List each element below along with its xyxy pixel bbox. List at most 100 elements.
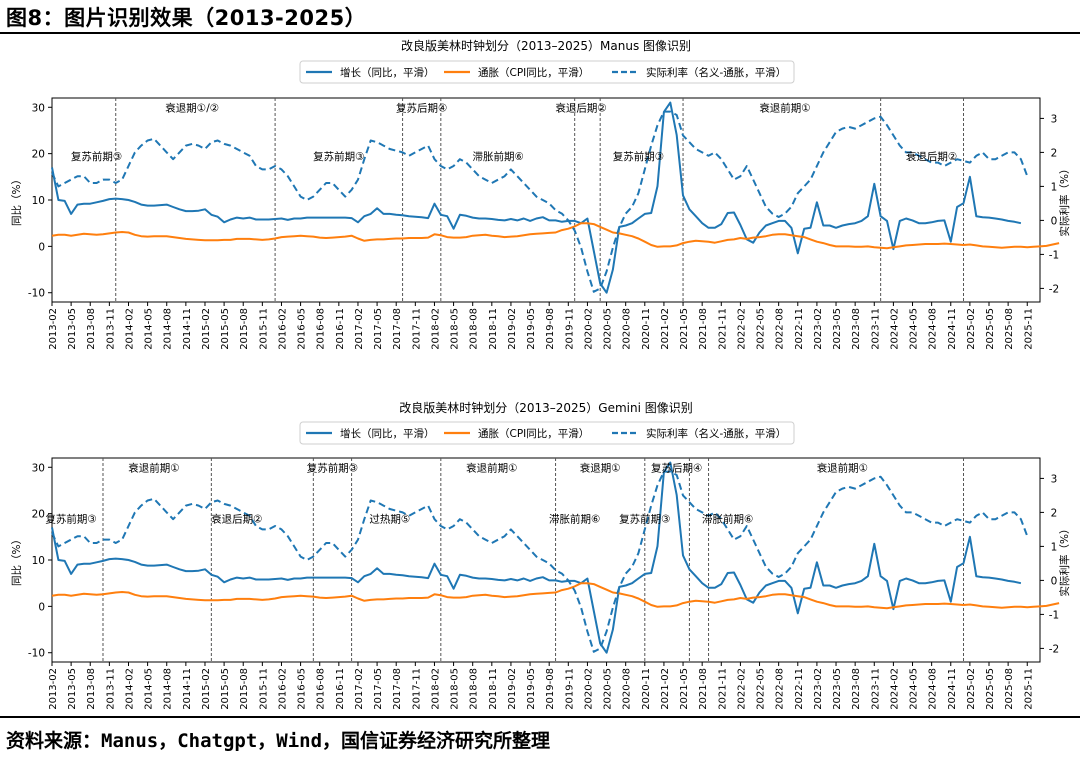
legend-label: 增长（同比，平滑） bbox=[340, 427, 435, 440]
x-tick-label: 2017-11 bbox=[411, 308, 422, 350]
x-tick-label: 2022-08 bbox=[775, 668, 786, 710]
x-tick-label: 2024-02 bbox=[889, 668, 900, 710]
phase-label: 过热期⑤ bbox=[369, 512, 410, 525]
x-tick-label: 2021-02 bbox=[660, 668, 671, 710]
x-tick-label: 2020-02 bbox=[583, 308, 594, 350]
chart-gemini: 改良版美林时钟划分（2013–2025）Gemini 图像识别增长（同比，平滑）… bbox=[10, 400, 1071, 710]
x-tick-label: 2023-08 bbox=[851, 308, 862, 350]
legend-label: 实际利率（名义-通胀，平滑） bbox=[646, 66, 786, 79]
x-tick-label: 2023-05 bbox=[832, 308, 843, 350]
x-tick-label: 2015-05 bbox=[220, 668, 231, 710]
x-tick-label: 2024-11 bbox=[947, 668, 958, 710]
y2-tick-label: 0 bbox=[1051, 215, 1058, 227]
x-tick-label: 2019-11 bbox=[564, 308, 575, 350]
x-tick-label: 2013-11 bbox=[105, 668, 116, 710]
legend-label: 通胀（CPI同比，平滑） bbox=[478, 66, 589, 79]
x-tick-label: 2017-11 bbox=[411, 668, 422, 710]
x-tick-label: 2022-08 bbox=[775, 308, 786, 350]
plot-frame bbox=[51, 457, 1041, 663]
y2-tick-label: -2 bbox=[1049, 643, 1059, 655]
y-tick-label: -10 bbox=[28, 648, 45, 660]
x-tick-label: 2013-02 bbox=[48, 668, 59, 710]
x-tick-label: 2024-05 bbox=[909, 308, 920, 350]
legend-label: 增长（同比，平滑） bbox=[340, 66, 435, 79]
y2-axis-label: 实际利率（%） bbox=[1058, 164, 1071, 237]
x-tick-label: 2015-08 bbox=[239, 668, 250, 710]
x-tick-label: 2021-11 bbox=[717, 668, 728, 710]
y2-tick-label: 3 bbox=[1051, 113, 1058, 125]
x-tick-label: 2018-11 bbox=[488, 668, 499, 710]
x-tick-label: 2022-05 bbox=[756, 308, 767, 350]
y2-tick-label: -1 bbox=[1049, 609, 1059, 621]
x-tick-label: 2024-08 bbox=[928, 668, 939, 710]
x-tick-label: 2013-08 bbox=[86, 308, 97, 350]
x-tick-label: 2014-05 bbox=[144, 668, 155, 710]
phase-label: 复苏前期③ bbox=[619, 512, 670, 525]
x-tick-label: 2016-05 bbox=[297, 308, 308, 350]
y2-tick-label: 2 bbox=[1051, 507, 1058, 519]
phase-label: 衰退后期② bbox=[906, 150, 957, 163]
x-tick-label: 2017-08 bbox=[392, 668, 403, 710]
phase-label: 滞胀前期⑥ bbox=[549, 512, 600, 525]
x-tick-label: 2024-08 bbox=[928, 308, 939, 350]
phase-label: 复苏后期④ bbox=[396, 101, 447, 114]
x-tick-label: 2023-11 bbox=[870, 308, 881, 350]
phase-label: 衰退后期② bbox=[555, 101, 606, 114]
y-tick-label: 10 bbox=[32, 555, 45, 567]
x-tick-label: 2015-11 bbox=[258, 308, 269, 350]
x-tick-label: 2022-11 bbox=[794, 668, 805, 710]
x-tick-label: 2018-11 bbox=[488, 308, 499, 350]
x-tick-label: 2017-02 bbox=[354, 308, 365, 350]
x-tick-label: 2024-05 bbox=[909, 668, 920, 710]
x-tick-label: 2023-02 bbox=[813, 308, 824, 350]
x-tick-label: 2024-02 bbox=[889, 308, 900, 350]
x-tick-label: 2022-02 bbox=[736, 308, 747, 350]
x-tick-label: 2021-11 bbox=[717, 308, 728, 350]
y-tick-label: 10 bbox=[32, 195, 45, 207]
x-tick-label: 2014-02 bbox=[124, 308, 135, 350]
x-tick-label: 2014-08 bbox=[163, 668, 174, 710]
x-tick-label: 2020-11 bbox=[641, 668, 652, 710]
x-tick-label: 2016-02 bbox=[277, 668, 288, 710]
x-tick-label: 2023-02 bbox=[813, 668, 824, 710]
y-tick-label: 0 bbox=[38, 241, 45, 253]
legend-box bbox=[299, 60, 795, 84]
phase-label: 衰退前期① bbox=[466, 461, 517, 474]
y2-tick-label: 3 bbox=[1051, 473, 1058, 485]
phase-label: 衰退期①/② bbox=[165, 101, 219, 114]
x-tick-label: 2013-05 bbox=[67, 308, 78, 350]
x-tick-label: 2023-05 bbox=[832, 668, 843, 710]
x-tick-label: 2017-05 bbox=[373, 668, 384, 710]
y2-axis-label: 实际利率（%） bbox=[1058, 524, 1071, 597]
series-growth bbox=[51, 101, 1022, 294]
source-note: 资料来源：Manus，Chatgpt，Wind，国信证券经济研究所整理 bbox=[6, 730, 551, 752]
x-tick-label: 2025-11 bbox=[1023, 308, 1034, 350]
x-tick-label: 2025-08 bbox=[1004, 308, 1015, 350]
x-tick-label: 2019-02 bbox=[507, 668, 518, 710]
y2-tick-label: -2 bbox=[1049, 283, 1059, 295]
x-tick-label: 2019-02 bbox=[507, 308, 518, 350]
x-tick-label: 2020-08 bbox=[622, 668, 633, 710]
y-tick-label: 20 bbox=[32, 509, 45, 521]
x-tick-label: 2020-11 bbox=[641, 308, 652, 350]
x-tick-label: 2018-08 bbox=[469, 308, 480, 350]
x-tick-label: 2014-05 bbox=[144, 308, 155, 350]
x-tick-label: 2025-02 bbox=[966, 308, 977, 350]
x-tick-label: 2021-08 bbox=[698, 668, 709, 710]
x-tick-label: 2017-08 bbox=[392, 308, 403, 350]
y-tick-label: -10 bbox=[28, 288, 45, 300]
legend-label: 通胀（CPI同比，平滑） bbox=[478, 427, 589, 440]
series-real-rate bbox=[51, 470, 1029, 653]
x-tick-label: 2015-02 bbox=[201, 308, 212, 350]
x-tick-label: 2023-08 bbox=[851, 668, 862, 710]
y-tick-label: 0 bbox=[38, 601, 45, 613]
plot-frame bbox=[51, 97, 1041, 303]
x-tick-label: 2013-02 bbox=[48, 308, 59, 350]
x-tick-label: 2014-11 bbox=[182, 308, 193, 350]
figure-title: 图8：图片识别效果（2013-2025） bbox=[6, 6, 367, 30]
x-tick-label: 2014-08 bbox=[163, 308, 174, 350]
x-tick-label: 2014-11 bbox=[182, 668, 193, 710]
x-tick-label: 2025-08 bbox=[1004, 668, 1015, 710]
x-tick-label: 2016-02 bbox=[277, 308, 288, 350]
